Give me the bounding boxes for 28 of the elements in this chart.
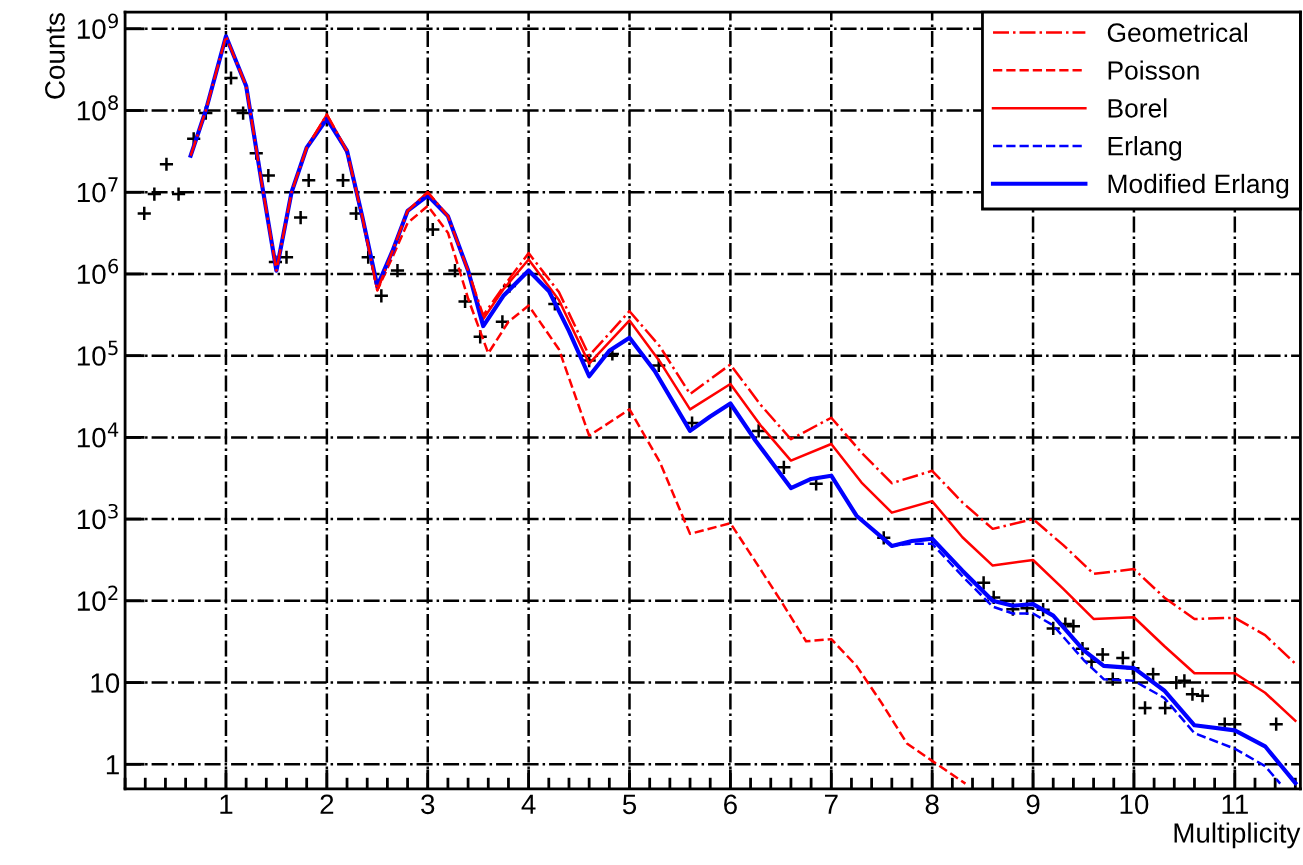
legend-label: Erlang [1108,136,1182,161]
y-tick-label: 10$^{6}$ [77,258,119,285]
x-tick-label: 5 [622,794,637,815]
x-tick-label: 8 [925,794,939,815]
x-tick-label: 7 [824,794,838,814]
y-tick-label: 10$^{7}$ [77,177,118,203]
y-tick-label: 10$^{5}$ [77,340,118,366]
x-tick-label: 2 [320,794,334,814]
x-tick-label: 11 [1222,794,1248,814]
y-axis-title: Counts [45,13,65,99]
x-tick-label: 3 [421,794,435,815]
y-tick-label: 10 [91,673,120,693]
y-tick-label: 10$^{8}$ [77,95,118,121]
x-tick-label: 10 [1120,794,1149,815]
x-tick-label: 6 [724,794,737,815]
x-axis-title: Multiplicity [1174,822,1301,849]
legend-label: Borel [1108,98,1167,118]
y-tick-label: 10$^{9}$ [77,13,118,39]
legend-label: Modified Erlang [1108,173,1289,199]
y-tick-label: 10$^{3}$ [77,503,118,530]
x-tick-label: 9 [1026,794,1040,815]
legend-label: Poisson [1108,60,1199,80]
x-tick-label: 4 [521,794,536,814]
y-tick-label: 10$^{2}$ [77,585,118,611]
x-tick-label: 1 [220,794,233,814]
legend-label: Geometrical [1107,22,1247,43]
y-tick-label: 10$^{4}$ [77,422,119,448]
y-tick-label: 1 [106,755,119,775]
